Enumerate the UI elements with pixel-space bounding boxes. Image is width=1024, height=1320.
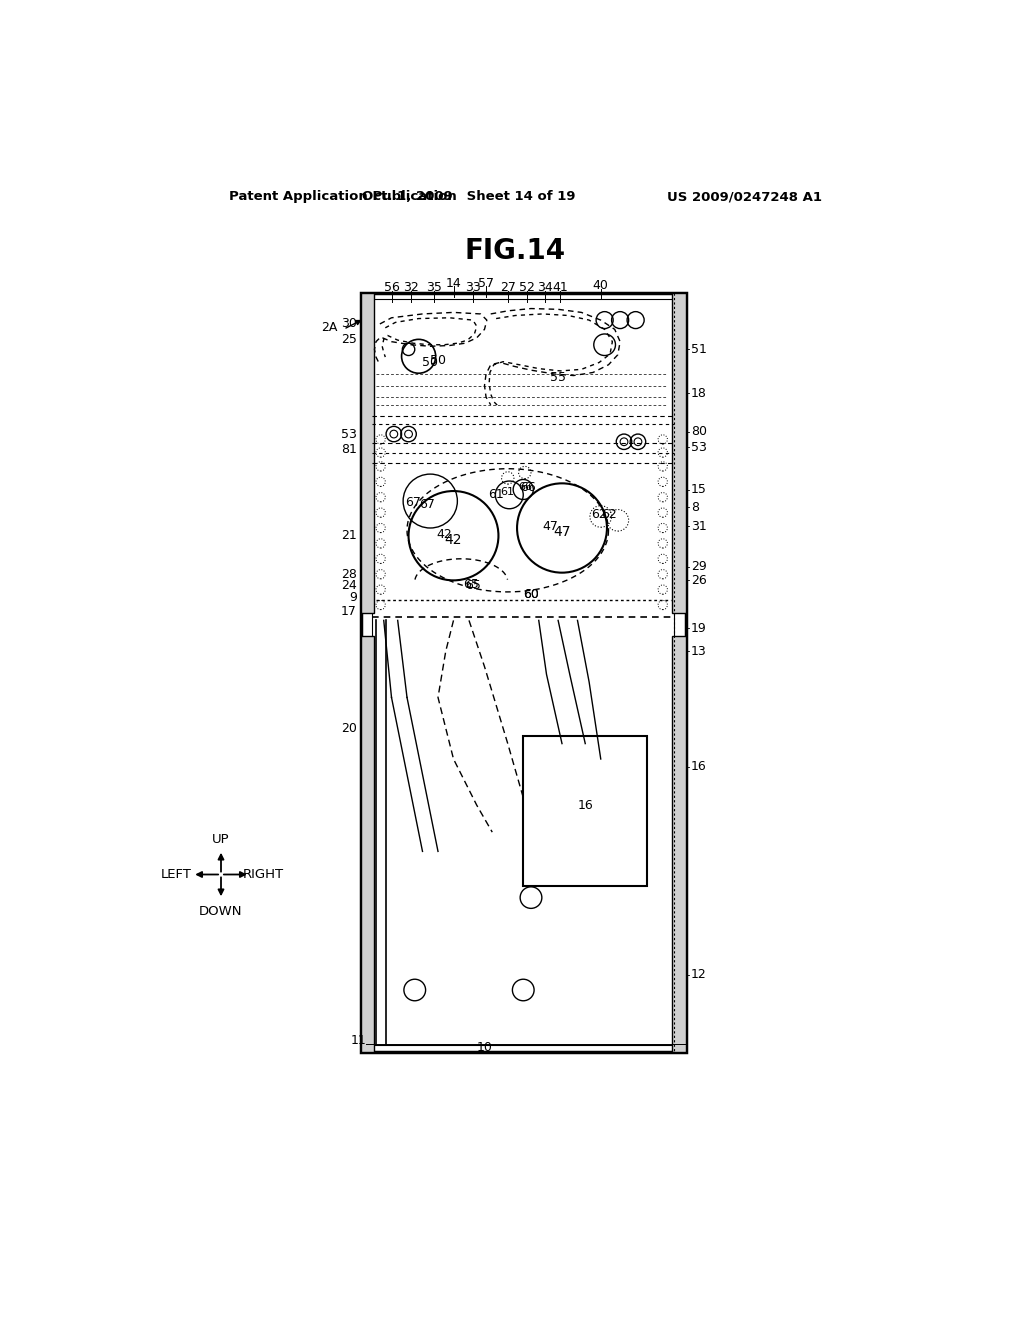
Text: 62: 62 [591, 508, 607, 520]
Text: 19: 19 [690, 622, 707, 635]
Text: 29: 29 [690, 560, 707, 573]
Text: 2A: 2A [321, 321, 337, 334]
Bar [360, 293, 375, 612]
Text: 30: 30 [341, 317, 356, 330]
Text: 35: 35 [426, 281, 442, 294]
Text: 60: 60 [523, 589, 539, 602]
Text: 25: 25 [341, 333, 356, 346]
Text: 61: 61 [500, 487, 514, 496]
Text: 57: 57 [478, 277, 494, 289]
Text: 51: 51 [690, 343, 707, 356]
Text: 50: 50 [430, 354, 446, 367]
Text: 20: 20 [341, 722, 356, 735]
Bar [672, 636, 686, 1052]
Text: 26: 26 [690, 574, 707, 587]
Text: 42: 42 [444, 532, 462, 546]
Text: 53: 53 [690, 441, 707, 454]
Text: Oct. 1, 2009   Sheet 14 of 19: Oct. 1, 2009 Sheet 14 of 19 [362, 190, 575, 203]
Text: 50: 50 [422, 356, 438, 370]
Text: FIG.14: FIG.14 [465, 236, 566, 265]
Text: 28: 28 [341, 568, 356, 581]
Text: DOWN: DOWN [200, 906, 243, 917]
Text: 31: 31 [690, 520, 707, 533]
Text: 80: 80 [690, 425, 707, 438]
Text: LEFT: LEFT [161, 869, 191, 880]
Text: 47: 47 [553, 525, 570, 539]
Text: 65: 65 [465, 579, 481, 593]
Text: 66: 66 [520, 482, 536, 495]
Text: Patent Application Publication: Patent Application Publication [228, 190, 457, 203]
Text: 27: 27 [500, 281, 516, 294]
Text: 9: 9 [349, 591, 356, 603]
Text: 81: 81 [341, 444, 356, 455]
Text: RIGHT: RIGHT [243, 869, 284, 880]
Text: 10: 10 [476, 1041, 493, 1055]
Text: 13: 13 [690, 644, 707, 657]
Text: 34: 34 [537, 281, 553, 294]
Text: 17: 17 [341, 605, 356, 618]
Text: 60: 60 [523, 589, 539, 602]
Text: 56: 56 [384, 281, 399, 294]
Text: 8: 8 [690, 500, 698, 513]
Text: 33: 33 [465, 281, 480, 294]
Text: 42: 42 [436, 528, 452, 541]
Text: 32: 32 [403, 281, 419, 294]
Text: 61: 61 [488, 488, 504, 502]
Text: 16: 16 [690, 760, 707, 774]
Text: 16: 16 [578, 799, 593, 812]
Text: 24: 24 [341, 579, 356, 593]
Text: 65: 65 [464, 578, 479, 591]
Bar [672, 293, 686, 612]
Text: 12: 12 [690, 968, 707, 981]
Bar [360, 636, 375, 1052]
Text: 41: 41 [553, 281, 568, 294]
Text: 66: 66 [518, 482, 532, 492]
Text: 62: 62 [601, 508, 616, 521]
Text: 21: 21 [341, 529, 356, 543]
Text: UP: UP [212, 833, 229, 846]
Text: US 2009/0247248 A1: US 2009/0247248 A1 [667, 190, 821, 203]
Text: 47: 47 [543, 520, 558, 533]
Text: 67: 67 [419, 498, 435, 511]
Text: 52: 52 [519, 281, 536, 294]
Text: 53: 53 [341, 428, 356, 441]
Text: 40: 40 [593, 279, 608, 292]
Text: 55: 55 [550, 371, 566, 384]
Bar [523, 737, 647, 886]
Text: 67: 67 [406, 496, 421, 510]
Text: 14: 14 [445, 277, 462, 289]
Text: 11: 11 [350, 1034, 366, 1047]
Text: 15: 15 [690, 483, 707, 496]
Text: 18: 18 [690, 387, 707, 400]
